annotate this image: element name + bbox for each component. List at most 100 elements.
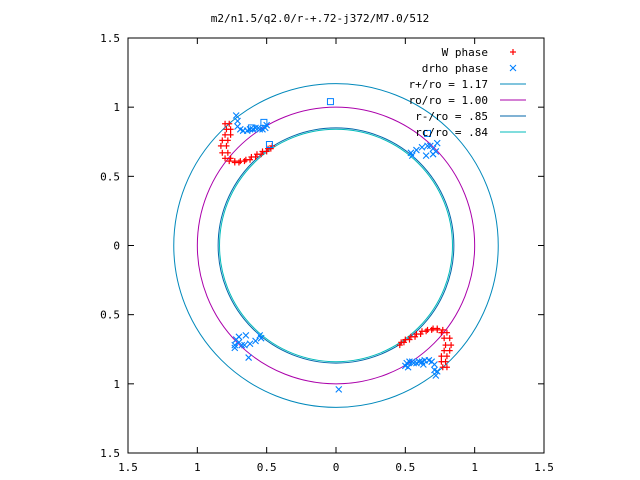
marker-stroke — [408, 152, 416, 159]
marker-stroke — [424, 142, 431, 150]
circle-line — [196, 106, 476, 385]
data-point — [433, 139, 441, 147]
data-point — [442, 342, 449, 349]
legend: W phase drho phase r+/ro = 1.17 ro/ro = 1.0… — [409, 46, 526, 139]
marker-stroke — [256, 332, 264, 339]
marker-stroke — [256, 125, 264, 133]
data-point — [441, 335, 448, 342]
y-tick-label: 0 — [113, 240, 120, 253]
legend-label: rc/ro = .84 — [415, 126, 488, 139]
marker-stroke — [238, 341, 246, 349]
marker-stroke — [413, 146, 420, 154]
y-tick-label: 1 — [113, 378, 120, 391]
marker-stroke — [432, 372, 440, 379]
marker-stroke — [407, 149, 415, 157]
legend-label: r+/ro = 1.17 — [409, 78, 488, 91]
x-tick-label: 1.5 — [118, 461, 138, 474]
data-point — [413, 331, 420, 338]
marker-square — [260, 118, 268, 126]
data-point — [422, 152, 430, 159]
data-point — [231, 158, 238, 165]
data-point — [256, 125, 264, 133]
y-tick-label: 1 — [113, 101, 120, 114]
circle-line — [173, 83, 499, 408]
data-point-square — [424, 129, 432, 137]
x-tick-label: 1.5 — [534, 461, 554, 474]
data-point — [426, 142, 434, 150]
data-point — [448, 342, 455, 349]
data-point — [439, 364, 446, 371]
data-point — [404, 363, 412, 371]
data-point — [223, 142, 230, 149]
marker-square — [247, 124, 255, 132]
data-point — [413, 146, 420, 154]
marker-stroke — [245, 354, 253, 361]
data-point — [222, 155, 229, 162]
data-point — [441, 347, 448, 354]
legend-sample — [509, 64, 517, 72]
data-point — [235, 159, 242, 166]
data-point — [227, 155, 234, 162]
marker-stroke — [241, 341, 248, 349]
data-point — [247, 156, 254, 163]
circle-line — [219, 128, 453, 363]
data-point — [267, 145, 274, 152]
data-point — [430, 325, 437, 332]
data-point — [227, 126, 234, 133]
data-point — [252, 153, 259, 160]
data-point — [219, 137, 226, 144]
marker-stroke — [419, 361, 427, 368]
data-point — [443, 329, 450, 336]
marker-square — [265, 141, 273, 149]
marker-stroke — [413, 359, 420, 367]
data-point-square — [265, 141, 273, 149]
radius-circles — [173, 83, 499, 408]
marker-stroke — [431, 366, 438, 374]
circle-line — [217, 127, 455, 364]
data-point — [227, 131, 234, 138]
x-tick-label: 1 — [471, 461, 478, 474]
data-point — [238, 341, 246, 349]
legend-label: W phase — [442, 46, 488, 59]
marker-stroke — [252, 124, 259, 132]
data-point — [438, 329, 445, 336]
x-tick-label: 1 — [194, 461, 201, 474]
data-point — [219, 149, 226, 156]
x-tick-label: 0.5 — [395, 461, 415, 474]
marker-stroke — [236, 125, 244, 133]
data-point — [231, 341, 239, 349]
data-point — [241, 158, 248, 165]
data-point — [252, 337, 259, 345]
x-tick-label: 0 — [333, 461, 340, 474]
data-point — [424, 326, 431, 333]
marker-square — [326, 98, 334, 106]
y-tick-label: 1.5 — [100, 32, 120, 45]
data-point-square — [247, 124, 255, 132]
y-tick-label: 0.5 — [100, 309, 120, 322]
marker-stroke — [418, 143, 426, 151]
data-point — [263, 148, 270, 155]
marker-stroke — [404, 363, 412, 371]
marker-stroke — [242, 332, 250, 339]
marker-stroke — [335, 385, 343, 393]
data-point — [424, 142, 431, 150]
data-point-square — [260, 118, 268, 126]
marker-stroke — [433, 139, 441, 147]
legend-label: ro/ro = 1.00 — [409, 94, 488, 107]
y-tick-label: 0.5 — [100, 170, 120, 183]
data-point — [224, 149, 231, 156]
data-point — [446, 335, 453, 342]
marker-stroke — [428, 358, 436, 366]
data-point — [252, 124, 259, 132]
data-point — [438, 353, 445, 360]
data-point — [335, 385, 343, 393]
data-point — [234, 117, 241, 125]
data-point — [245, 354, 253, 361]
marker-stroke — [408, 358, 416, 366]
data-point — [257, 334, 265, 342]
data-point — [242, 332, 250, 339]
marker-stroke — [232, 112, 240, 119]
axis-ticks: 1.5 1 0.5 0 0.5 1 1.51.510.500.511.5 — [100, 32, 554, 474]
marker-stroke — [231, 344, 239, 352]
